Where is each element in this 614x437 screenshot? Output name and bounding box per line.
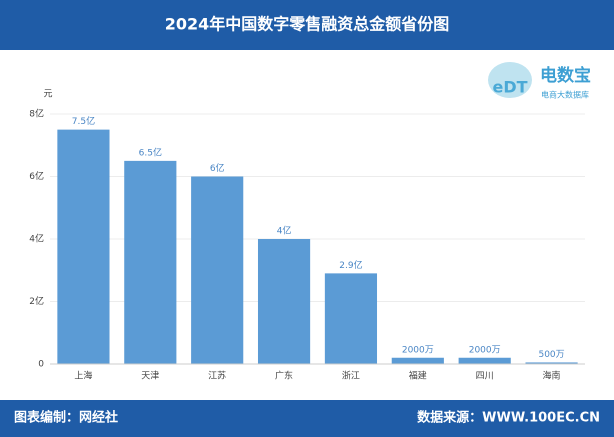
logo-subtitle: 电商大数据库	[541, 90, 589, 100]
logo-cloud	[488, 62, 532, 98]
chart-title: 2024年中国数字零售融资总金额省份图	[165, 15, 450, 34]
x-tick-label: 四川	[476, 372, 494, 382]
x-tick-label: 天津	[141, 371, 159, 382]
x-tick-label: 江苏	[208, 370, 226, 382]
bar	[124, 160, 177, 364]
x-tick-label: 广东	[275, 370, 293, 382]
data-label: 2000万	[402, 345, 434, 355]
y-tick-label: 0	[38, 360, 44, 370]
data-label: 7.5亿	[72, 115, 95, 127]
footer-bar	[0, 400, 614, 437]
bar	[191, 176, 244, 364]
data-label: 2.9亿	[339, 259, 362, 271]
footer-left: 图表编制：网经社	[14, 410, 118, 426]
x-tick-label: 海南	[543, 370, 561, 382]
y-tick-label: 2亿	[29, 295, 44, 307]
logo-name: 电数宝	[540, 65, 591, 86]
data-label: 500万	[538, 350, 564, 360]
x-tick-label: 福建	[409, 370, 427, 382]
bar	[57, 129, 110, 364]
footer-right: 数据来源：WWW.100EC.CN	[417, 410, 600, 426]
x-tick-label: 浙江	[342, 370, 360, 382]
bar	[391, 357, 444, 364]
bar	[525, 362, 578, 364]
data-label: 2000万	[469, 345, 501, 355]
bar	[257, 239, 311, 364]
data-label: 6.5亿	[139, 146, 162, 158]
bar	[458, 357, 511, 364]
logo-mark: eDT	[492, 78, 527, 97]
y-tick-label: 8亿	[29, 108, 44, 120]
data-label: 6亿	[210, 162, 225, 174]
logo: eDT 电数宝 电商大数据库	[488, 62, 591, 100]
data-label: 4亿	[277, 225, 292, 237]
header-bar	[0, 0, 614, 50]
bar	[324, 273, 378, 364]
y-tick-label: 6亿	[29, 170, 44, 182]
y-tick-label: 4亿	[29, 233, 44, 245]
y-axis-label: 元	[43, 90, 52, 100]
x-tick-label: 上海	[74, 370, 92, 382]
